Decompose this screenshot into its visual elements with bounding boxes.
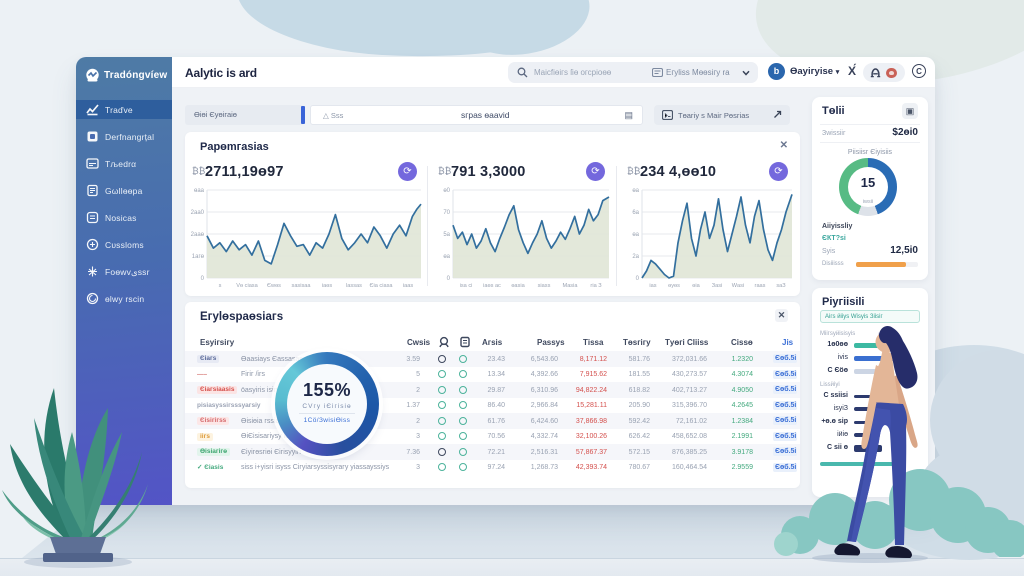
svg-text:Mаѕіа: Mаѕіа (563, 283, 579, 289)
svg-text:гіа З: гіа З (590, 283, 602, 289)
svg-text:lаѕѕаѕ: lаѕѕаѕ (346, 283, 362, 289)
svg-text:іѕа сі: іѕа сі (460, 283, 473, 289)
svg-text:ѕіаѕѕ: ѕіаѕѕ (538, 283, 551, 289)
svg-text:1агө: 1агө (192, 254, 205, 260)
svg-text:Vө сіаѕа: Vө сіаѕа (236, 283, 258, 289)
svg-text:2а: 2а (632, 254, 639, 260)
svg-text:өіа: өіа (692, 283, 700, 289)
svg-text:өа: өа (632, 188, 639, 194)
svg-text:6а: 6а (632, 210, 639, 216)
svg-text:ѕ: ѕ (219, 283, 222, 289)
svg-text:Заѕі: Заѕі (712, 283, 723, 289)
svg-text:ө0: ө0 (443, 188, 450, 194)
svg-text:өаѕіа: өаѕіа (511, 283, 525, 289)
svg-text:0: 0 (201, 276, 205, 282)
svg-text:іаөѕ ас: іаөѕ ас (483, 283, 501, 289)
svg-text:2ааө: 2ааө (191, 232, 205, 238)
svg-text:ѕаЗ: ѕаЗ (776, 283, 786, 289)
svg-text:Wаѕі: Wаѕі (732, 283, 744, 289)
svg-text:өаа: өаа (194, 188, 205, 194)
svg-text:іаѕ: іаѕ (649, 283, 656, 289)
svg-text:өуөѕ: өуөѕ (668, 283, 680, 289)
svg-text:іааѕ: іааѕ (403, 283, 413, 289)
svg-text:Єwөѕ: Єwөѕ (267, 283, 281, 289)
svg-text:0: 0 (447, 276, 451, 282)
svg-text:өа: өа (443, 254, 450, 260)
svg-text:іаөѕ: іаөѕ (322, 283, 332, 289)
svg-text:2аа0: 2аа0 (191, 210, 205, 216)
svg-text:70: 70 (443, 210, 450, 216)
svg-text:ѕаѕіѕаа: ѕаѕіѕаа (292, 283, 312, 289)
svg-text:гааѕ: гааѕ (755, 283, 766, 289)
svg-text:Єіа сіаѕа: Єіа сіаѕа (370, 283, 394, 289)
svg-text:0: 0 (636, 276, 640, 282)
svg-text:өа: өа (632, 232, 639, 238)
svg-text:5а: 5а (443, 232, 450, 238)
